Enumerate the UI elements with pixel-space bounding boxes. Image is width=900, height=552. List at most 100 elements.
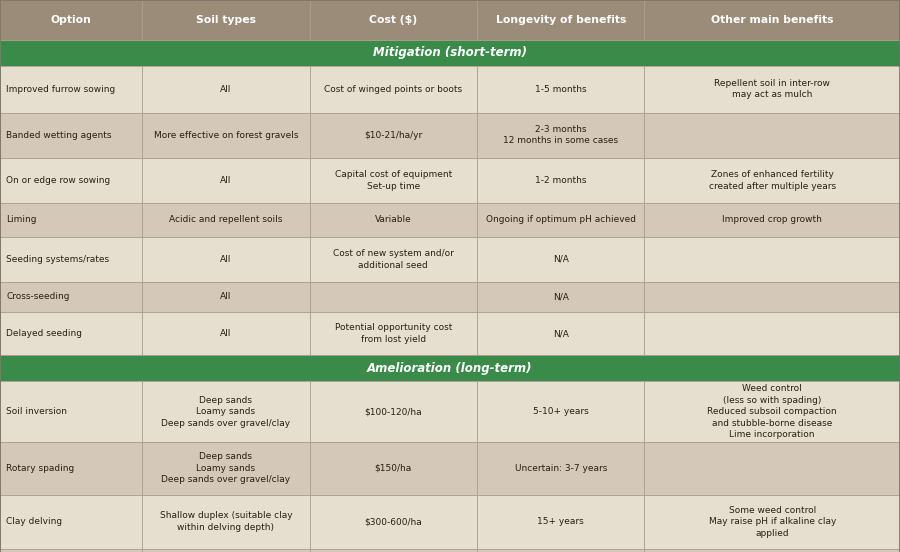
- Bar: [0, 442, 142, 495]
- Text: 1-5 months: 1-5 months: [535, 84, 587, 94]
- Text: More effective on forest gravels: More effective on forest gravels: [154, 131, 298, 140]
- Text: Deep sands
Loamy sands
Deep sands over gravel/clay: Deep sands Loamy sands Deep sands over g…: [161, 396, 291, 428]
- Bar: [310, 203, 477, 237]
- Text: 5-10+ years: 5-10+ years: [533, 407, 589, 416]
- Text: 2-3 months
12 months in some cases: 2-3 months 12 months in some cases: [503, 125, 618, 146]
- Text: Seeding systems/rates: Seeding systems/rates: [6, 255, 110, 264]
- Text: $300-600/ha: $300-600/ha: [364, 517, 422, 526]
- Text: Improved crop growth: Improved crop growth: [723, 215, 822, 225]
- Bar: [142, 66, 310, 113]
- Text: Zones of enhanced fertility
created after multiple years: Zones of enhanced fertility created afte…: [708, 170, 836, 191]
- Bar: [0, 312, 142, 355]
- Bar: [310, 66, 477, 113]
- Bar: [477, 282, 644, 312]
- Bar: [0, 549, 142, 552]
- Bar: [310, 549, 477, 552]
- Text: Cost of winged points or boots: Cost of winged points or boots: [324, 84, 463, 94]
- Text: Longevity of benefits: Longevity of benefits: [496, 15, 626, 25]
- Text: Cross-seeding: Cross-seeding: [6, 293, 70, 301]
- Text: Mitigation (short-term): Mitigation (short-term): [373, 46, 527, 59]
- Text: Repellent soil in inter-row
may act as mulch: Repellent soil in inter-row may act as m…: [715, 79, 830, 99]
- Bar: [142, 203, 310, 237]
- Text: All: All: [220, 176, 231, 185]
- Text: 15+ years: 15+ years: [537, 517, 584, 526]
- Text: 1-2 months: 1-2 months: [535, 176, 587, 185]
- Bar: [142, 442, 310, 495]
- Bar: [477, 0, 644, 40]
- Text: Acidic and repellent soils: Acidic and repellent soils: [169, 215, 283, 225]
- Bar: [142, 312, 310, 355]
- Bar: [142, 237, 310, 282]
- Bar: [310, 113, 477, 158]
- Bar: [310, 237, 477, 282]
- Text: Shallow duplex (suitable clay
within delving depth): Shallow duplex (suitable clay within del…: [159, 511, 292, 532]
- Bar: [310, 0, 477, 40]
- Text: Capital cost of equipment
Set-up time: Capital cost of equipment Set-up time: [335, 170, 452, 191]
- Bar: [644, 0, 900, 40]
- Text: Improved furrow sowing: Improved furrow sowing: [6, 84, 115, 94]
- Bar: [142, 0, 310, 40]
- Bar: [644, 113, 900, 158]
- Text: Cost ($): Cost ($): [369, 15, 418, 25]
- Text: Option: Option: [50, 15, 92, 25]
- Bar: [310, 495, 477, 549]
- Bar: [310, 282, 477, 312]
- Text: Rotary spading: Rotary spading: [6, 464, 75, 473]
- Text: All: All: [220, 329, 231, 338]
- Bar: [142, 495, 310, 549]
- Bar: [644, 549, 900, 552]
- Bar: [0, 40, 900, 66]
- Text: Uncertain: 3-7 years: Uncertain: 3-7 years: [515, 464, 607, 473]
- Text: All: All: [220, 255, 231, 264]
- Text: N/A: N/A: [553, 293, 569, 301]
- Text: All: All: [220, 84, 231, 94]
- Bar: [0, 237, 142, 282]
- Bar: [644, 203, 900, 237]
- Bar: [644, 381, 900, 442]
- Text: Amelioration (long-term): Amelioration (long-term): [367, 362, 533, 375]
- Text: Potential opportunity cost
from lost yield: Potential opportunity cost from lost yie…: [335, 323, 452, 344]
- Bar: [644, 158, 900, 203]
- Bar: [0, 381, 142, 442]
- Bar: [477, 549, 644, 552]
- Bar: [644, 237, 900, 282]
- Bar: [0, 158, 142, 203]
- Bar: [477, 203, 644, 237]
- Text: Weed control
(less so with spading)
Reduced subsoil compaction
and stubble-borne: Weed control (less so with spading) Redu…: [707, 384, 837, 439]
- Bar: [477, 237, 644, 282]
- Text: Variable: Variable: [375, 215, 411, 225]
- Text: Cost of new system and/or
additional seed: Cost of new system and/or additional see…: [333, 249, 454, 270]
- Bar: [477, 442, 644, 495]
- Text: $10-21/ha/yr: $10-21/ha/yr: [364, 131, 422, 140]
- Bar: [142, 158, 310, 203]
- Bar: [477, 381, 644, 442]
- Text: Soil types: Soil types: [196, 15, 256, 25]
- Bar: [142, 549, 310, 552]
- Bar: [0, 203, 142, 237]
- Bar: [310, 442, 477, 495]
- Bar: [644, 282, 900, 312]
- Bar: [310, 312, 477, 355]
- Bar: [644, 442, 900, 495]
- Text: Ongoing if optimum pH achieved: Ongoing if optimum pH achieved: [486, 215, 635, 225]
- Text: All: All: [220, 293, 231, 301]
- Bar: [644, 312, 900, 355]
- Bar: [644, 66, 900, 113]
- Bar: [477, 158, 644, 203]
- Text: Liming: Liming: [6, 215, 37, 225]
- Bar: [142, 113, 310, 158]
- Text: Deep sands
Loamy sands
Deep sands over gravel/clay: Deep sands Loamy sands Deep sands over g…: [161, 453, 291, 484]
- Bar: [0, 495, 142, 549]
- Bar: [477, 312, 644, 355]
- Text: N/A: N/A: [553, 329, 569, 338]
- Bar: [477, 66, 644, 113]
- Bar: [0, 282, 142, 312]
- Text: $100-120/ha: $100-120/ha: [364, 407, 422, 416]
- Text: $150/ha: $150/ha: [374, 464, 412, 473]
- Text: Clay delving: Clay delving: [6, 517, 62, 526]
- Bar: [0, 355, 900, 381]
- Bar: [0, 66, 142, 113]
- Text: Delayed seeding: Delayed seeding: [6, 329, 82, 338]
- Bar: [477, 113, 644, 158]
- Bar: [310, 381, 477, 442]
